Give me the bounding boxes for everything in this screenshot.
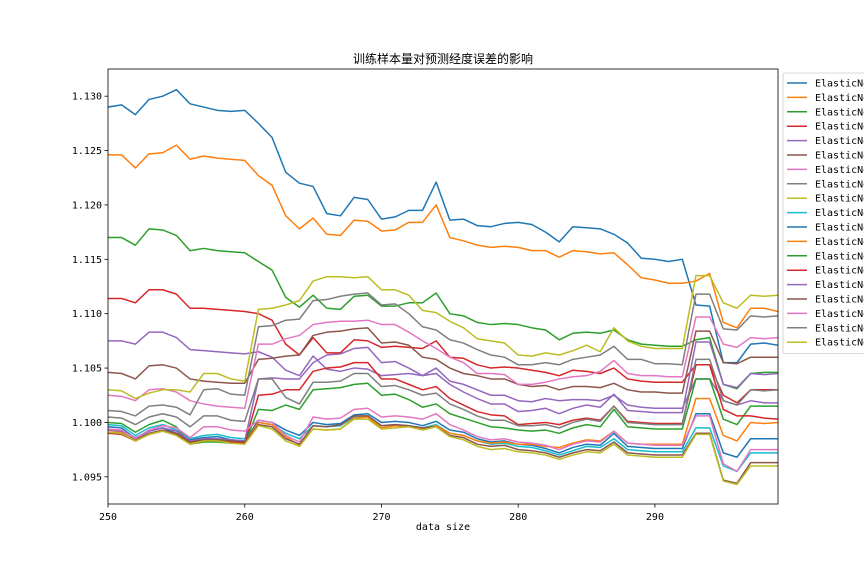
x-tick-label: 280: [509, 512, 527, 523]
x-tick-label: 250: [99, 512, 117, 523]
legend-entry-3: ElasticNet: [815, 107, 864, 118]
y-tick-label: 1.115: [72, 255, 102, 266]
legend-entry-14: ElasticNet: [815, 266, 864, 277]
legend-entry-4: ElasticNet: [815, 122, 864, 133]
series-line-1: [108, 88, 778, 364]
legend-entry-9: ElasticNet: [815, 194, 864, 205]
series-line-15: [108, 341, 778, 442]
series-line-7: [108, 316, 778, 410]
series-layer: [108, 88, 778, 486]
x-tick-label: 290: [646, 512, 664, 523]
y-tick-label: 1.125: [72, 146, 102, 157]
legend-entry-7: ElasticNet: [815, 165, 864, 176]
x-axis-label: data size: [416, 522, 470, 533]
series-line-17: [108, 407, 778, 473]
y-tick-label: 1.120: [72, 200, 102, 211]
y-tick-label: 1.095: [72, 472, 102, 483]
legend-entry-11: ElasticNet: [815, 223, 864, 234]
legend-entry-10: ElasticNet: [815, 208, 864, 219]
series-line-11: [108, 412, 778, 458]
legend-entry-15: ElasticNet: [815, 280, 864, 291]
series-line-6: [108, 327, 778, 394]
chart-title: 训练样本量对预测经度误差的影响: [353, 51, 533, 66]
legend-entry-12: ElasticNet: [815, 237, 864, 248]
series-line-2: [108, 144, 778, 329]
y-tick-label: 1.100: [72, 418, 102, 429]
series-line-5: [108, 331, 778, 410]
series-line-9: [108, 274, 778, 400]
legend-box: [782, 72, 864, 354]
y-tick-label: 1.130: [72, 92, 102, 103]
legend-entry-13: ElasticNet: [815, 251, 864, 262]
series-line-18: [108, 358, 778, 429]
series-line-8: [108, 292, 778, 417]
series-line-4: [108, 289, 778, 404]
legend-entry-1: ElasticNet: [815, 79, 864, 90]
x-tick-label: 270: [372, 512, 390, 523]
series-line-3: [108, 228, 778, 390]
plot-frame: [107, 68, 779, 505]
legend-entry-17: ElasticNet: [815, 309, 864, 320]
legend-entry-18: ElasticNet: [815, 323, 864, 334]
series-line-13: [108, 378, 778, 445]
axes-layer: 250 260 270 280 290 1.095 1.100 1.105 1.110 1.115…: [72, 92, 664, 523]
legend-entry-19: ElasticNet: [815, 338, 864, 349]
legend-entry-16: ElasticNet: [815, 295, 864, 306]
legend-entry-2: ElasticNet: [815, 93, 864, 104]
legend: ElasticNet ElasticNet ElasticNet ElasticNet…: [782, 72, 864, 354]
legend-entry-8: ElasticNet: [815, 179, 864, 190]
y-tick-label: 1.105: [72, 364, 102, 375]
legend-entry-5: ElasticNet: [815, 136, 864, 147]
legend-entry-6: ElasticNet: [815, 151, 864, 162]
series-line-19: [108, 418, 778, 486]
y-tick-label: 1.110: [72, 309, 102, 320]
x-tick-label: 260: [236, 512, 254, 523]
